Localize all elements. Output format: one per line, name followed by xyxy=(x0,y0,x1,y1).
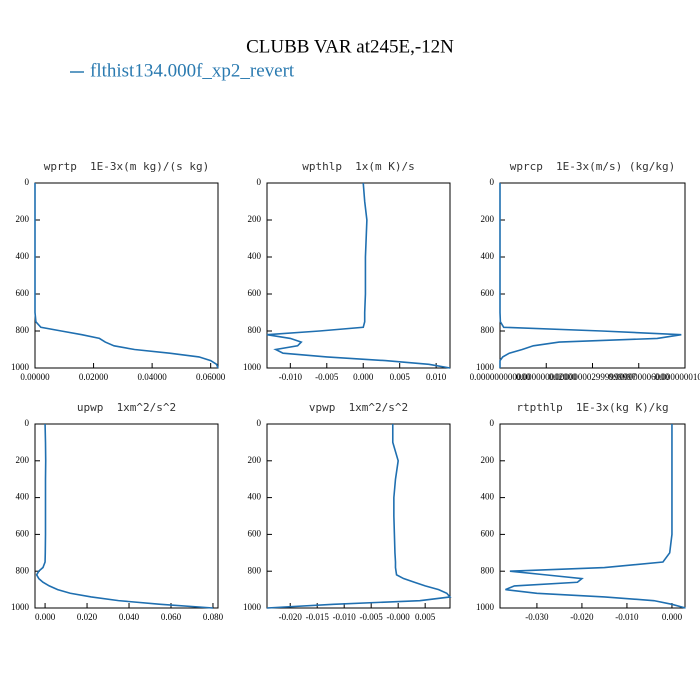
panel-title: wprcp 1E-3x(m/s) (kg/kg) xyxy=(510,160,676,173)
y-tick-label: 600 xyxy=(16,528,30,538)
y-tick-label: 600 xyxy=(481,288,495,298)
y-tick-label: 400 xyxy=(248,492,262,502)
y-tick-label: 200 xyxy=(248,455,262,465)
x-tick-label: 0.020 xyxy=(77,612,98,622)
y-tick-label: 1000 xyxy=(11,602,30,612)
y-tick-label: 200 xyxy=(16,455,30,465)
plot-frame xyxy=(499,423,686,609)
x-tick-label: 0.000000006000 xyxy=(608,372,669,382)
panel-title: wprtp 1E-3x(m kg)/(s kg) xyxy=(44,160,210,173)
figure-title: CLUBB VAR at245E,-12N xyxy=(246,36,454,57)
y-tick-label: 800 xyxy=(481,565,495,575)
profile-line xyxy=(499,183,682,368)
plot-frame xyxy=(34,423,219,609)
x-tick-label: 0.000 xyxy=(35,612,56,622)
y-tick-label: 0 xyxy=(490,177,495,187)
x-tick-label: -0.010 xyxy=(279,372,303,382)
y-tick-label: 1000 xyxy=(243,362,262,372)
y-tick-label: 1000 xyxy=(243,602,262,612)
x-tick-label: -0.020 xyxy=(570,612,594,622)
profile-line xyxy=(505,424,686,609)
y-tick-label: 400 xyxy=(481,492,495,502)
y-tick-label: 0 xyxy=(257,177,262,187)
x-tick-label: -0.005 xyxy=(315,372,339,382)
x-tick-label: 0.040 xyxy=(119,612,140,622)
x-tick-label: -0.005 xyxy=(360,612,384,622)
legend-label: flthist134.000f_xp2_revert xyxy=(90,60,295,81)
panel-title: wpthlp 1x(m K)/s xyxy=(302,160,415,173)
y-tick-label: 400 xyxy=(16,251,30,261)
x-tick-label: -0.010 xyxy=(615,612,639,622)
x-tick-label: 0.000000002999999997 xyxy=(549,372,637,382)
x-tick-label: -0.000 xyxy=(387,612,411,622)
y-tick-label: 400 xyxy=(248,251,262,261)
y-tick-label: 1000 xyxy=(476,362,495,372)
y-tick-label: 600 xyxy=(248,528,262,538)
profile-line xyxy=(266,182,451,369)
y-tick-label: 0 xyxy=(25,418,30,428)
profile-line xyxy=(266,424,452,609)
x-tick-label: 0.080 xyxy=(203,612,224,622)
y-tick-label: 0 xyxy=(25,177,30,187)
y-tick-label: 800 xyxy=(248,565,262,575)
x-tick-label: 0.04000 xyxy=(137,372,167,382)
y-tick-label: 200 xyxy=(481,455,495,465)
x-tick-label: 0.000 xyxy=(353,372,374,382)
y-tick-label: 200 xyxy=(16,214,30,224)
x-tick-label: 0.000 xyxy=(662,612,683,622)
y-tick-label: 800 xyxy=(248,325,262,335)
y-tick-label: 0 xyxy=(490,418,495,428)
x-tick-label: -0.030 xyxy=(525,612,549,622)
panel-title: vpwp 1xm^2/s^2 xyxy=(309,401,408,414)
x-tick-label: -0.015 xyxy=(306,612,330,622)
y-tick-label: 0 xyxy=(257,418,262,428)
y-tick-label: 400 xyxy=(16,492,30,502)
x-tick-label: -0.020 xyxy=(279,612,303,622)
x-tick-label: 0.00000 xyxy=(20,372,50,382)
profile-line xyxy=(34,183,219,369)
x-tick-label: 0.005 xyxy=(390,372,411,382)
x-tick-label: 0.000000000000 xyxy=(470,372,531,382)
x-tick-label: 0.02000 xyxy=(79,372,109,382)
profile-line xyxy=(35,423,214,609)
y-tick-label: 800 xyxy=(481,325,495,335)
y-tick-label: 800 xyxy=(16,325,30,335)
panel-title: rtpthlp 1E-3x(kg K)/kg xyxy=(516,401,668,414)
y-tick-label: 1000 xyxy=(476,602,495,612)
x-tick-label: 0.060 xyxy=(161,612,182,622)
x-tick-label: 0.000000002000 xyxy=(516,372,577,382)
y-tick-label: 200 xyxy=(248,214,262,224)
y-tick-label: 600 xyxy=(248,288,262,298)
plot-frame xyxy=(266,182,451,369)
x-tick-label: 0.005 xyxy=(415,612,436,622)
y-tick-label: 600 xyxy=(481,528,495,538)
x-tick-label: -0.010 xyxy=(333,612,357,622)
x-tick-label: 0.06000 xyxy=(196,372,226,382)
x-tick-label: 0.000000010000 xyxy=(655,372,700,382)
y-tick-label: 600 xyxy=(16,288,30,298)
y-tick-label: 800 xyxy=(16,565,30,575)
y-tick-label: 400 xyxy=(481,251,495,261)
x-tick-label: 0.010 xyxy=(426,372,447,382)
panel-title: upwp 1xm^2/s^2 xyxy=(77,401,176,414)
plot-frame xyxy=(266,423,451,609)
y-tick-label: 1000 xyxy=(11,362,30,372)
y-tick-label: 200 xyxy=(481,214,495,224)
